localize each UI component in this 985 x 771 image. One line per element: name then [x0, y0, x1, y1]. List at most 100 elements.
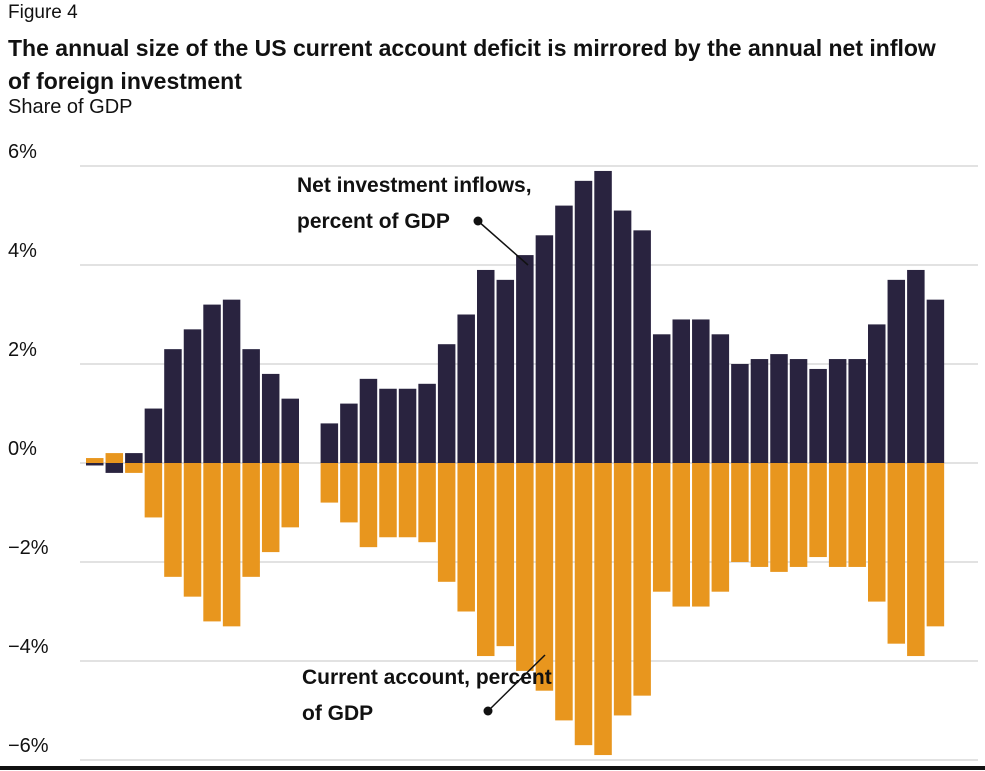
bar — [242, 463, 260, 577]
bar — [516, 463, 534, 671]
bar — [809, 463, 827, 558]
leader-line — [477, 220, 529, 266]
bar — [457, 314, 475, 463]
series-annotation: Current account, percent of GDP — [302, 666, 552, 725]
bar — [477, 269, 495, 463]
bar — [418, 383, 436, 463]
bar — [652, 334, 671, 463]
bar — [398, 463, 417, 538]
bar — [242, 349, 260, 463]
bar — [672, 319, 690, 463]
bar — [711, 334, 730, 463]
bar — [750, 463, 769, 567]
bar — [222, 299, 241, 463]
y-tick-label: −4% — [8, 636, 49, 658]
figure-label: Figure 4 — [8, 2, 78, 23]
bottom-rule — [0, 766, 985, 770]
bar — [183, 329, 202, 463]
bar — [770, 354, 788, 463]
bar — [633, 230, 651, 463]
bar — [418, 463, 436, 543]
bar — [496, 279, 515, 463]
bar — [437, 463, 456, 582]
bar — [926, 463, 945, 627]
bar — [574, 180, 593, 463]
bar — [907, 269, 925, 463]
bar — [86, 458, 104, 463]
bar — [848, 359, 866, 463]
bar — [535, 235, 554, 463]
bar — [125, 463, 143, 473]
bar — [144, 408, 163, 463]
chart-subtitle: Share of GDP — [8, 96, 133, 118]
bar — [203, 463, 221, 622]
bar — [868, 324, 886, 463]
bar — [125, 453, 143, 463]
bar — [809, 368, 827, 463]
bar — [868, 463, 886, 602]
bar — [594, 463, 612, 756]
bar — [887, 279, 906, 463]
bar — [457, 463, 475, 612]
y-tick-label: −2% — [8, 537, 49, 559]
bar — [359, 463, 378, 548]
bar — [652, 463, 671, 592]
y-tick-label: 0% — [8, 438, 37, 460]
bar — [320, 423, 339, 463]
bar — [711, 463, 730, 592]
leader-line — [487, 654, 546, 712]
y-tick-label: 4% — [8, 240, 37, 262]
leader-dot — [483, 706, 493, 716]
bar — [692, 463, 710, 607]
bar — [848, 463, 866, 567]
bar — [926, 299, 945, 463]
bar — [281, 398, 299, 463]
y-tick-label: 2% — [8, 339, 37, 361]
bar — [261, 463, 280, 553]
bar — [516, 255, 534, 463]
y-tick-label: −6% — [8, 735, 49, 757]
bar — [789, 463, 808, 567]
bar — [477, 463, 495, 657]
bar — [535, 463, 554, 691]
bar — [86, 463, 104, 466]
bar — [789, 359, 808, 463]
bar — [281, 463, 299, 528]
bar — [633, 463, 651, 696]
bar — [907, 463, 925, 657]
bar — [164, 463, 182, 577]
bar — [340, 463, 358, 523]
bar — [613, 463, 632, 716]
bar — [379, 463, 397, 538]
bar — [731, 364, 749, 463]
bar — [203, 304, 221, 463]
bar — [183, 463, 202, 597]
bar — [105, 453, 124, 463]
bar — [164, 349, 182, 463]
bar — [437, 344, 456, 463]
bar — [731, 463, 749, 562]
bar — [828, 359, 847, 463]
bar — [144, 463, 163, 518]
bar — [555, 205, 573, 463]
y-tick-label: 6% — [8, 141, 37, 163]
chart-title: The annual size of the US current accoun… — [8, 35, 936, 94]
bar — [261, 373, 280, 463]
bar — [379, 388, 397, 463]
bar — [770, 463, 788, 572]
bar — [222, 463, 241, 627]
bar — [594, 170, 612, 463]
bar — [105, 463, 124, 473]
bar — [359, 378, 378, 463]
bar — [555, 463, 573, 721]
bar — [574, 463, 593, 746]
bar — [398, 388, 417, 463]
bar — [672, 463, 690, 607]
bar — [340, 403, 358, 463]
bar — [496, 463, 515, 647]
bar — [613, 210, 632, 463]
leader-dot — [473, 216, 483, 226]
bar — [692, 319, 710, 463]
